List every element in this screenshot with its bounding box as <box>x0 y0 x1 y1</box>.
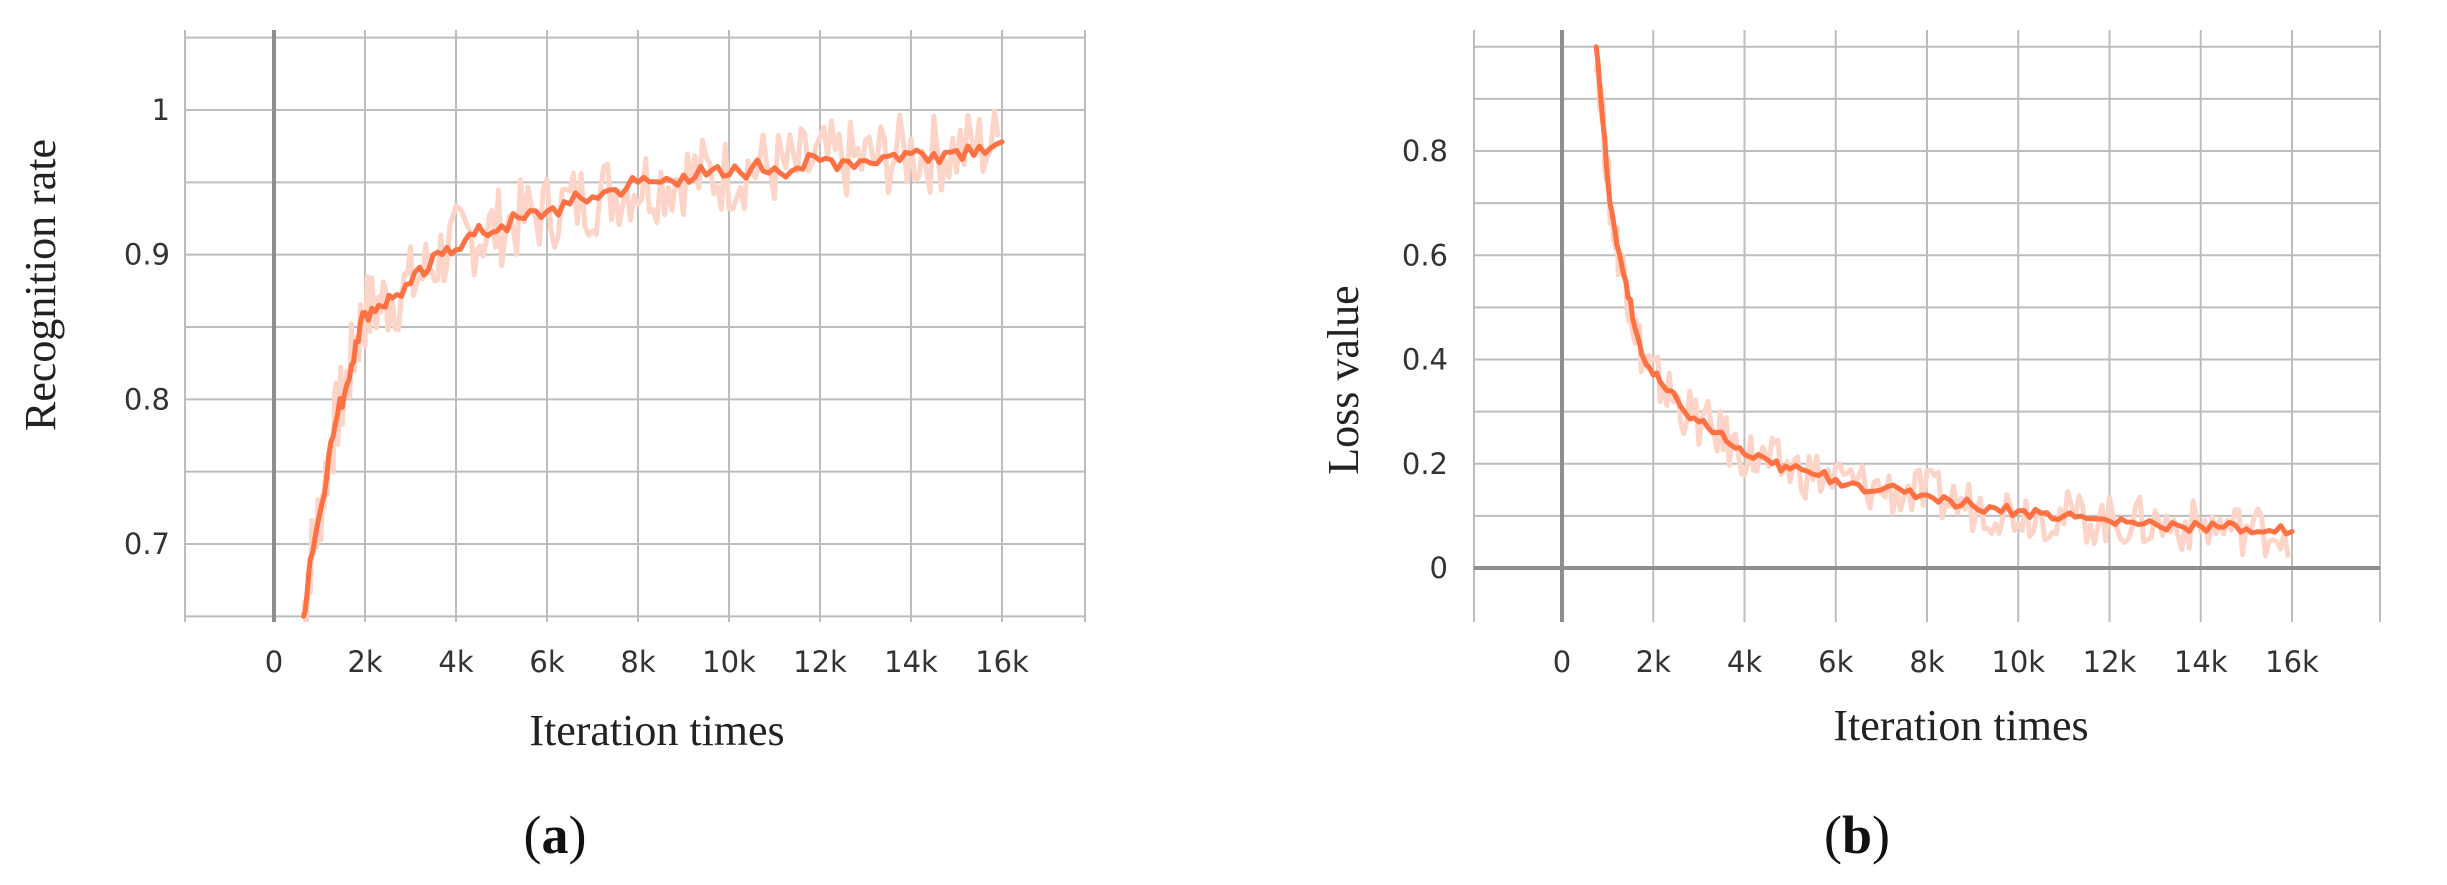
y-tick-label: 0.2 <box>1402 447 1448 481</box>
y-tick-label: 0 <box>1430 551 1448 585</box>
series-raw-band <box>301 108 1001 622</box>
x-tick-label: 6k <box>529 645 564 679</box>
panel-label: (b) <box>1824 805 1890 865</box>
x-tick-label: 14k <box>2174 645 2228 679</box>
x-axis-title: Iteration times <box>1833 701 2088 750</box>
x-tick-label: 14k <box>884 645 938 679</box>
y-axis-title: Loss value <box>1319 285 1368 474</box>
y-tick-label: 0.4 <box>1402 343 1448 377</box>
x-tick-label: 6k <box>1818 645 1853 679</box>
y-tick-label: 0.6 <box>1402 238 1448 272</box>
x-tick-label: 0 <box>1553 645 1571 679</box>
x-tick-label: 16k <box>2265 645 2319 679</box>
series-line <box>301 139 1005 619</box>
x-tick-label: 4k <box>438 645 473 679</box>
x-tick-label: 12k <box>2083 645 2137 679</box>
x-tick-label: 12k <box>793 645 847 679</box>
x-tick-label: 10k <box>1991 645 2045 679</box>
x-tick-label: 16k <box>975 645 1029 679</box>
x-tick-label: 0 <box>265 645 283 679</box>
x-tick-label: 8k <box>620 645 655 679</box>
y-tick-label: 0.8 <box>1402 134 1448 168</box>
x-tick-label: 2k <box>1636 645 1671 679</box>
y-tick-label: 0.9 <box>124 238 170 272</box>
y-tick-label: 1 <box>152 93 170 127</box>
y-axis-title: Recognition rate <box>16 139 65 431</box>
panel-b: 0 2k 4k 6k 8k 10k 12k 14k 16k 0 0.2 0.4 0.6 0.8 Iterat… <box>1319 30 2381 865</box>
x-axis-title: Iteration times <box>529 706 784 755</box>
series-raw-band <box>1593 61 2291 559</box>
x-tick-label: 10k <box>702 645 756 679</box>
x-tick-label: 4k <box>1727 645 1762 679</box>
x-tick-label: 2k <box>347 645 382 679</box>
panel-label: (a) <box>524 805 587 865</box>
y-tick-label: 0.7 <box>124 527 170 561</box>
y-tick-label: 0.8 <box>124 382 170 416</box>
panel-a: 0 2k 4k 6k 8k 10k 12k 14k 16k 0.7 0.8 0.9 1 Iteration… <box>16 30 1086 865</box>
x-tick-label: 8k <box>1909 645 1944 679</box>
series-line <box>1593 44 2295 537</box>
